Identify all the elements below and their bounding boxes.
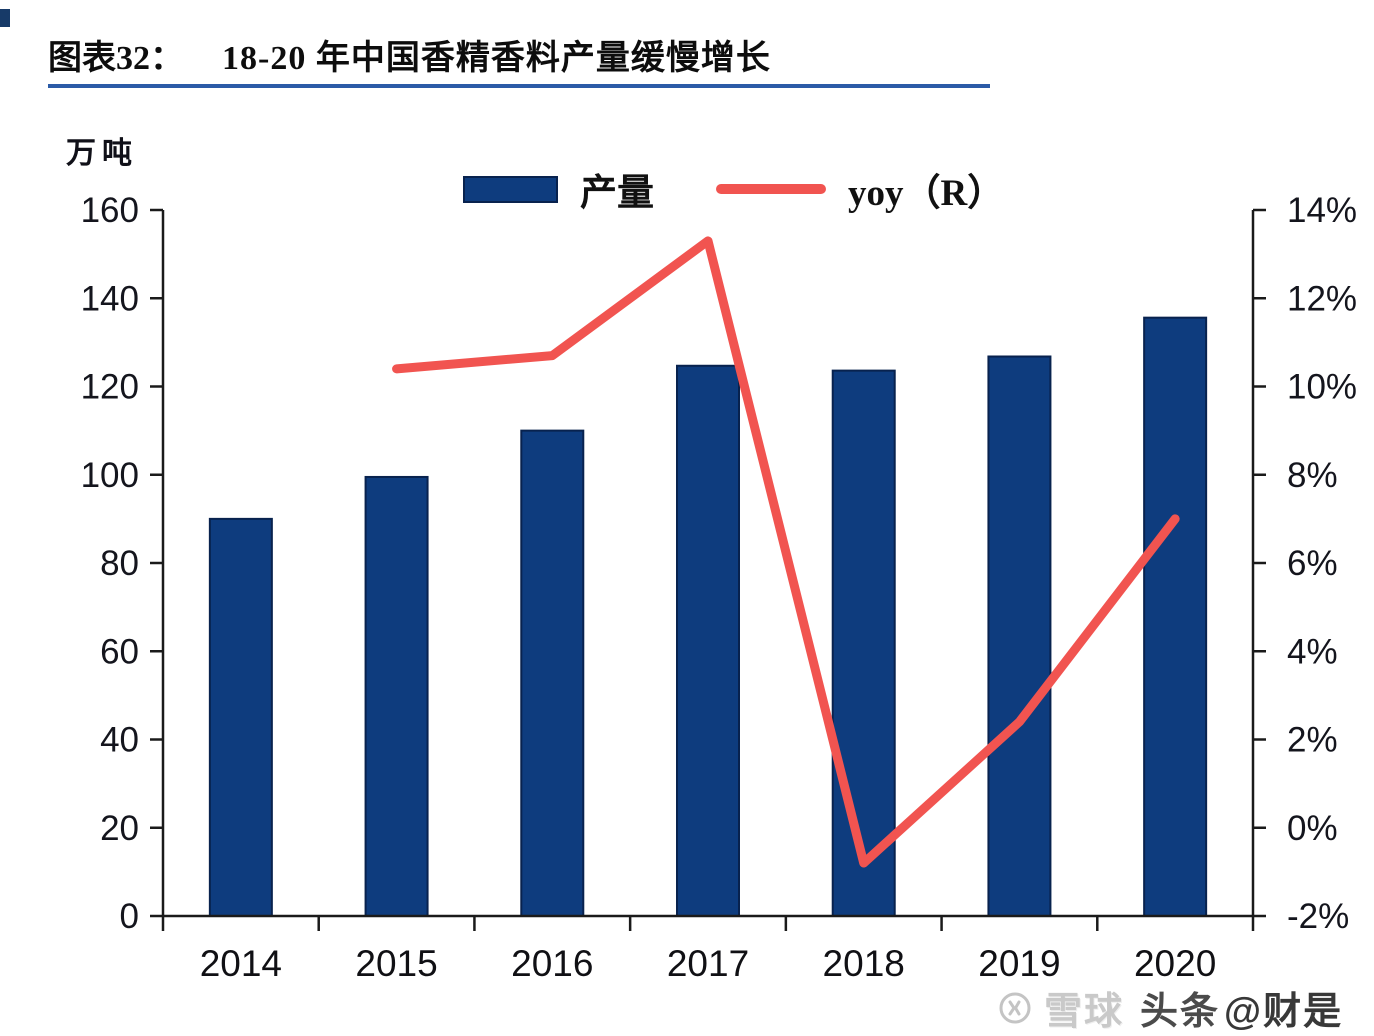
bar-2018	[831, 369, 896, 917]
left-axis-unit-label: 万吨	[66, 137, 138, 170]
right-tick-label-4%: 4%	[1287, 632, 1338, 671]
bar-2020	[1143, 316, 1208, 918]
x-tick-label-2017: 2017	[667, 943, 749, 984]
page-title: 18-20 年中国香精香料产量缓慢增长	[222, 40, 771, 77]
x-tick-label-2019: 2019	[978, 943, 1060, 984]
right-tick-label-0%: 0%	[1287, 809, 1338, 848]
bar-2017	[676, 364, 740, 918]
header-accent-bar	[0, 9, 10, 27]
watermark-author: @财是	[1224, 991, 1344, 1033]
xueqiu-logo-icon	[999, 992, 1031, 1023]
left-tick-label-160: 160	[81, 191, 139, 230]
x-tick-label-2018: 2018	[823, 943, 905, 984]
right-tick-label-12%: 12%	[1287, 279, 1357, 318]
x-tick-label-2016: 2016	[511, 943, 593, 984]
right-tick-label-14%: 14%	[1287, 191, 1357, 230]
legend-label-yoy: yoy（R）	[848, 173, 1005, 214]
watermark-channel: 头条	[1140, 991, 1221, 1033]
left-tick-label-140: 140	[81, 279, 139, 318]
legend-label-production: 产量	[580, 173, 654, 214]
title-underline	[48, 84, 990, 88]
bar-2015	[364, 475, 429, 917]
right-tick-label-6%: 6%	[1287, 544, 1338, 583]
x-tick-label-2014: 2014	[200, 943, 282, 984]
left-tick-label-100: 100	[81, 456, 139, 495]
watermark: 雪球 头条 @财是	[998, 980, 1343, 1035]
bar-2014	[208, 517, 273, 917]
x-tick-label-2015: 2015	[355, 943, 437, 984]
bar-2019	[987, 355, 1052, 917]
line-series-swatch-icon	[716, 184, 826, 194]
watermark-site: 雪球	[1044, 991, 1125, 1033]
left-tick-label-60: 60	[100, 632, 139, 671]
right-tick-label-10%: 10%	[1287, 368, 1357, 407]
chart-legend: 产量 yoy（R）	[463, 168, 1004, 214]
left-tick-label-40: 40	[100, 721, 139, 760]
chart-header: 图表32： 18-20 年中国香精香料产量缓慢增长	[48, 30, 1338, 79]
left-tick-label-80: 80	[100, 544, 139, 583]
chart-tag: 图表32：	[48, 40, 184, 77]
left-tick-label-120: 120	[81, 368, 139, 407]
x-tick-label-2020: 2020	[1134, 943, 1216, 984]
right-tick-label-2%: 2%	[1287, 721, 1338, 760]
right-tick-label--2%: -2%	[1287, 897, 1349, 936]
right-tick-label-8%: 8%	[1287, 456, 1338, 495]
left-tick-label-0: 0	[120, 897, 139, 936]
left-tick-label-20: 20	[100, 809, 139, 848]
bar-2016	[520, 429, 585, 917]
yoy-line	[392, 236, 1180, 868]
bar-series-swatch-icon	[463, 175, 558, 203]
